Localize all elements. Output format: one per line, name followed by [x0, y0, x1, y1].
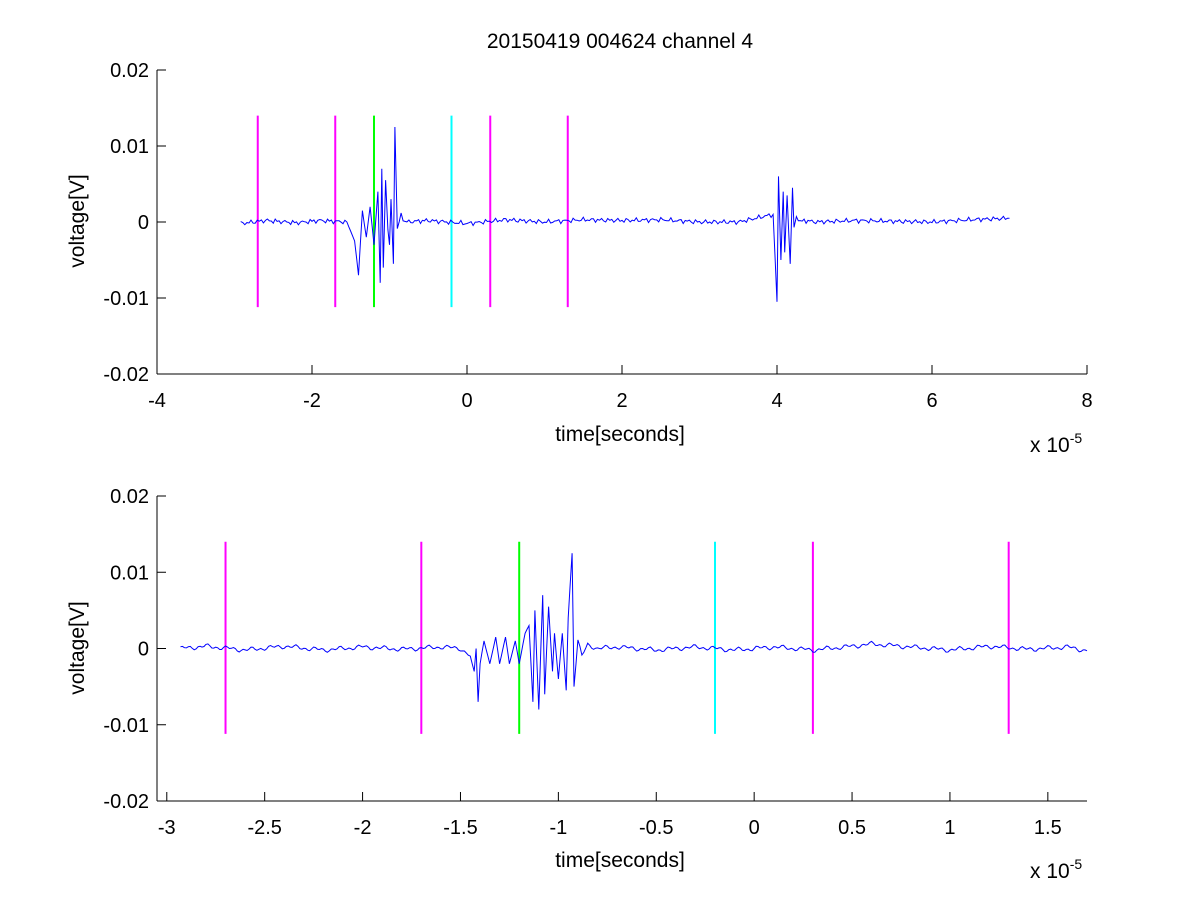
bottom-plot-ticks: -3 -2.5 -2 -1.5 -1 -0.5 0 0.5 1 1.5 -0.02 -0.01 0 0.0…: [103, 486, 1061, 839]
top-plot-xtick-label: 0: [461, 390, 472, 412]
top-plot-signal-line: [240, 126, 1010, 302]
bottom-plot-series: [180, 553, 1088, 710]
bottom-plot-xtick-label: 1.5: [1034, 817, 1062, 839]
bottom-plot-xtick-label: 0: [749, 817, 760, 839]
bottom-plot-axes: [156, 496, 1087, 802]
bottom-plot-xtick-label: -2: [354, 817, 372, 839]
bottom-plot-x-exponent-power: -5: [1070, 856, 1083, 872]
top-plot-xtick-label: -4: [148, 390, 166, 412]
top-plot-x-exponent-power: -5: [1070, 430, 1083, 446]
top-plot-series: [240, 126, 1010, 302]
top-plot-xtick-label: 4: [771, 390, 782, 412]
bottom-plot-ytick-label: 0.01: [110, 562, 149, 584]
bottom-plot-ytick-label: -0.02: [103, 791, 149, 813]
top-plot-ytick-label: -0.02: [103, 364, 149, 386]
bottom-plot-xtick-label: 0.5: [838, 817, 866, 839]
bottom-plot-xtick-label: 1: [944, 817, 955, 839]
bottom-plot-x-exponent-base: x 10: [1030, 860, 1070, 883]
top-plot-ytick-label: -0.01: [103, 288, 149, 310]
top-plot-ylabel: voltage[V]: [66, 174, 89, 267]
top-plot-xlabel: time[seconds]: [555, 423, 685, 446]
top-plot: -4 -2 0 2 4 6 8 -0.02 -0.01 0 0.01 0.02 time[second…: [66, 60, 1093, 457]
top-plot-axes: [156, 70, 1087, 375]
bottom-plot-xlabel: time[seconds]: [555, 849, 685, 872]
top-plot-ytick-label: 0.02: [110, 60, 149, 82]
top-plot-ticks: -4 -2 0 2 4 6 8 -0.02 -0.01 0 0.01 0.02: [103, 60, 1092, 412]
top-plot-xtick-label: -2: [303, 390, 321, 412]
top-plot-ytick-label: 0.01: [110, 136, 149, 158]
bottom-plot-x-exponent: x 10-5: [1030, 856, 1082, 883]
top-plot-xtick-label: 2: [616, 390, 627, 412]
bottom-plot-ylabel: voltage[V]: [66, 601, 89, 694]
top-plot-ytick-label: 0: [138, 212, 149, 234]
bottom-plot-ytick-label: 0.02: [110, 486, 149, 508]
bottom-plot-xtick-label: -3: [158, 817, 176, 839]
bottom-plot-markers: [224, 541, 1010, 734]
figure-title: 20150419 004624 channel 4: [487, 30, 754, 53]
top-plot-x-exponent-base: x 10: [1030, 434, 1070, 457]
bottom-plot-xtick-label: -1.5: [443, 817, 477, 839]
top-plot-x-exponent: x 10-5: [1030, 430, 1082, 457]
bottom-plot-ytick-label: -0.01: [103, 715, 149, 737]
bottom-plot-ytick-label: 0: [138, 639, 149, 661]
top-plot-markers: [256, 115, 569, 308]
bottom-plot-xtick-label: -1: [549, 817, 567, 839]
bottom-plot-signal-line: [180, 553, 1088, 710]
top-plot-xtick-label: 6: [926, 390, 937, 412]
bottom-plot: -3 -2.5 -2 -1.5 -1 -0.5 0 0.5 1 1.5 -0.02 -0.01 0 0.0…: [66, 486, 1088, 883]
bottom-plot-xtick-label: -2.5: [247, 817, 281, 839]
top-plot-xtick-label: 8: [1081, 390, 1092, 412]
bottom-plot-xtick-label: -0.5: [639, 817, 673, 839]
